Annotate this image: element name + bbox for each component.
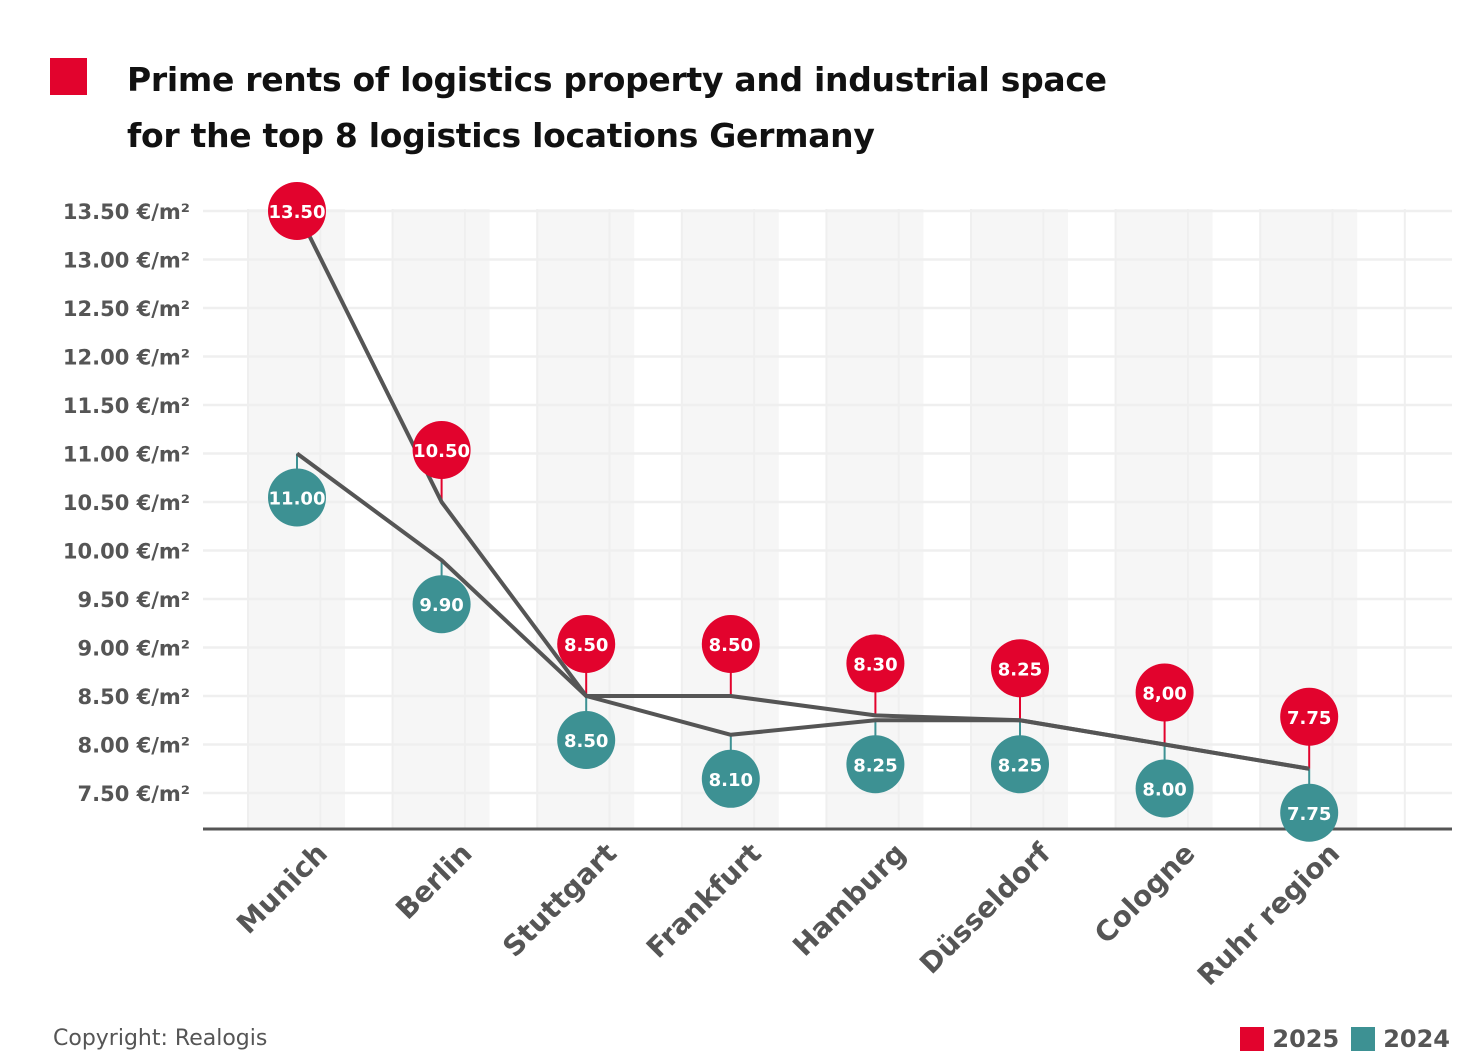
data-label: 10.50 xyxy=(413,441,470,462)
data-label: 8.25 xyxy=(998,755,1042,776)
legend-label-2024: 2024 xyxy=(1383,1025,1450,1053)
data-label: 7.75 xyxy=(1287,708,1331,729)
title-marker xyxy=(50,58,87,95)
y-tick-label: 10.00 €/m² xyxy=(63,540,190,564)
x-tick-label: Berlin xyxy=(389,837,478,926)
data-point-2024: 8.25 xyxy=(991,735,1049,794)
series-lines xyxy=(295,210,1310,771)
data-point-circle xyxy=(557,615,616,673)
data-point-2024: 8.00 xyxy=(1135,759,1194,818)
data-point-circle xyxy=(1280,783,1339,842)
x-tick-label: Cologne xyxy=(1088,837,1202,951)
data-point-2025: 7.75 xyxy=(1280,687,1339,746)
data-point-circle xyxy=(991,639,1049,698)
data-label: 8.50 xyxy=(709,635,753,656)
chart-title-line-1: Prime rents of logistics property and in… xyxy=(127,60,1107,99)
y-tick-label: 7.50 €/m² xyxy=(78,782,191,806)
y-tick-label: 11.00 €/m² xyxy=(63,443,190,467)
column-bands xyxy=(248,209,1358,829)
data-point-2024: 8.10 xyxy=(701,749,760,808)
data-point-2025: 13.50 xyxy=(268,182,326,240)
x-tick-label: Stuttgart xyxy=(496,837,623,964)
data-point-circle xyxy=(1135,663,1194,722)
data-point-circle xyxy=(701,615,760,673)
data-point-circle xyxy=(1135,759,1194,818)
data-point-2025: 8.25 xyxy=(991,639,1049,698)
data-label: 8,00 xyxy=(1142,684,1186,705)
data-point-circle xyxy=(846,735,905,794)
y-tick-label: 12.00 €/m² xyxy=(63,346,190,370)
series-line-2024 xyxy=(295,451,1310,771)
data-point-2025: 8,00 xyxy=(1135,663,1194,722)
data-point-circle xyxy=(846,634,905,693)
data-point-2025: 8.50 xyxy=(557,615,616,673)
y-tick-label: 13.00 €/m² xyxy=(63,249,190,273)
legend-item-2024: 2024 xyxy=(1351,1025,1450,1053)
legend-swatch-2025 xyxy=(1240,1027,1265,1051)
data-point-2025: 8.50 xyxy=(701,615,760,673)
data-label: 8.25 xyxy=(998,659,1042,680)
x-tick-label: Düsseldorf xyxy=(913,836,1057,980)
data-label: 7.75 xyxy=(1287,804,1331,825)
y-tick-label: 9.00 €/m² xyxy=(78,637,191,661)
data-point-circle xyxy=(412,421,471,479)
x-tick-label: Frankfurt xyxy=(640,837,768,965)
y-tick-label: 8.00 €/m² xyxy=(78,734,191,758)
column-band xyxy=(392,209,490,829)
data-label: 9.90 xyxy=(419,595,463,616)
chart-title-line-2: for the top 8 logistics locations German… xyxy=(127,116,875,155)
data-point-circle xyxy=(268,468,326,527)
y-tick-label: 13.50 €/m² xyxy=(63,200,190,224)
data-label: 8.50 xyxy=(564,731,608,752)
data-point-2024: 8.25 xyxy=(846,735,905,794)
data-point-circle xyxy=(412,575,471,634)
data-point-2024: 11.00 xyxy=(268,468,326,527)
data-point-2025: 10.50 xyxy=(412,421,471,479)
data-point-2024: 9.90 xyxy=(412,575,471,634)
data-label: 13.50 xyxy=(269,202,326,223)
data-markers: 13.50 10.50 8.50 8.50 8.30 8.25 8,00 7.75 11.00 9… xyxy=(268,182,1339,842)
x-tick-label: Munich xyxy=(230,837,334,941)
data-point-circle xyxy=(701,749,760,808)
y-tick-label: 11.50 €/m² xyxy=(63,394,190,418)
y-axis-tick-labels: 13.50 €/m² 13.00 €/m² 12.50 €/m² 12.00 €/m²… xyxy=(63,200,190,806)
data-point-2024: 8.50 xyxy=(557,711,616,769)
legend-item-2025: 2025 xyxy=(1240,1025,1339,1053)
data-label: 8.30 xyxy=(853,654,897,675)
legend-label-2025: 2025 xyxy=(1272,1025,1340,1053)
chart-title: Prime rents of logistics property and in… xyxy=(127,52,1107,164)
data-label: 8.00 xyxy=(1142,780,1186,801)
data-label: 11.00 xyxy=(269,489,326,510)
x-tick-label: Ruhr region xyxy=(1191,837,1346,992)
data-point-2025: 8.30 xyxy=(846,634,905,693)
y-tick-label: 9.50 €/m² xyxy=(78,588,191,612)
data-label: 8.50 xyxy=(564,635,608,656)
x-axis-tick-labels: Munich Berlin Stuttgart Frankfurt Hamburg Düs… xyxy=(230,836,1346,992)
y-tick-label: 8.50 €/m² xyxy=(78,685,191,709)
data-point-circle xyxy=(557,711,616,769)
legend: 2025 2024 xyxy=(1240,1025,1450,1053)
data-label: 8.10 xyxy=(709,770,753,791)
y-tick-label: 10.50 €/m² xyxy=(63,491,190,515)
copyright-text: Copyright: Realogis xyxy=(53,1026,268,1051)
data-point-circle xyxy=(268,182,326,240)
y-tick-label: 12.50 €/m² xyxy=(63,297,190,321)
data-point-circle xyxy=(991,735,1049,794)
data-point-circle xyxy=(1280,687,1339,746)
x-tick-label: Hamburg xyxy=(786,837,912,963)
data-label: 8.25 xyxy=(853,755,897,776)
legend-swatch-2024 xyxy=(1351,1027,1376,1051)
data-point-2024: 7.75 xyxy=(1280,783,1339,842)
